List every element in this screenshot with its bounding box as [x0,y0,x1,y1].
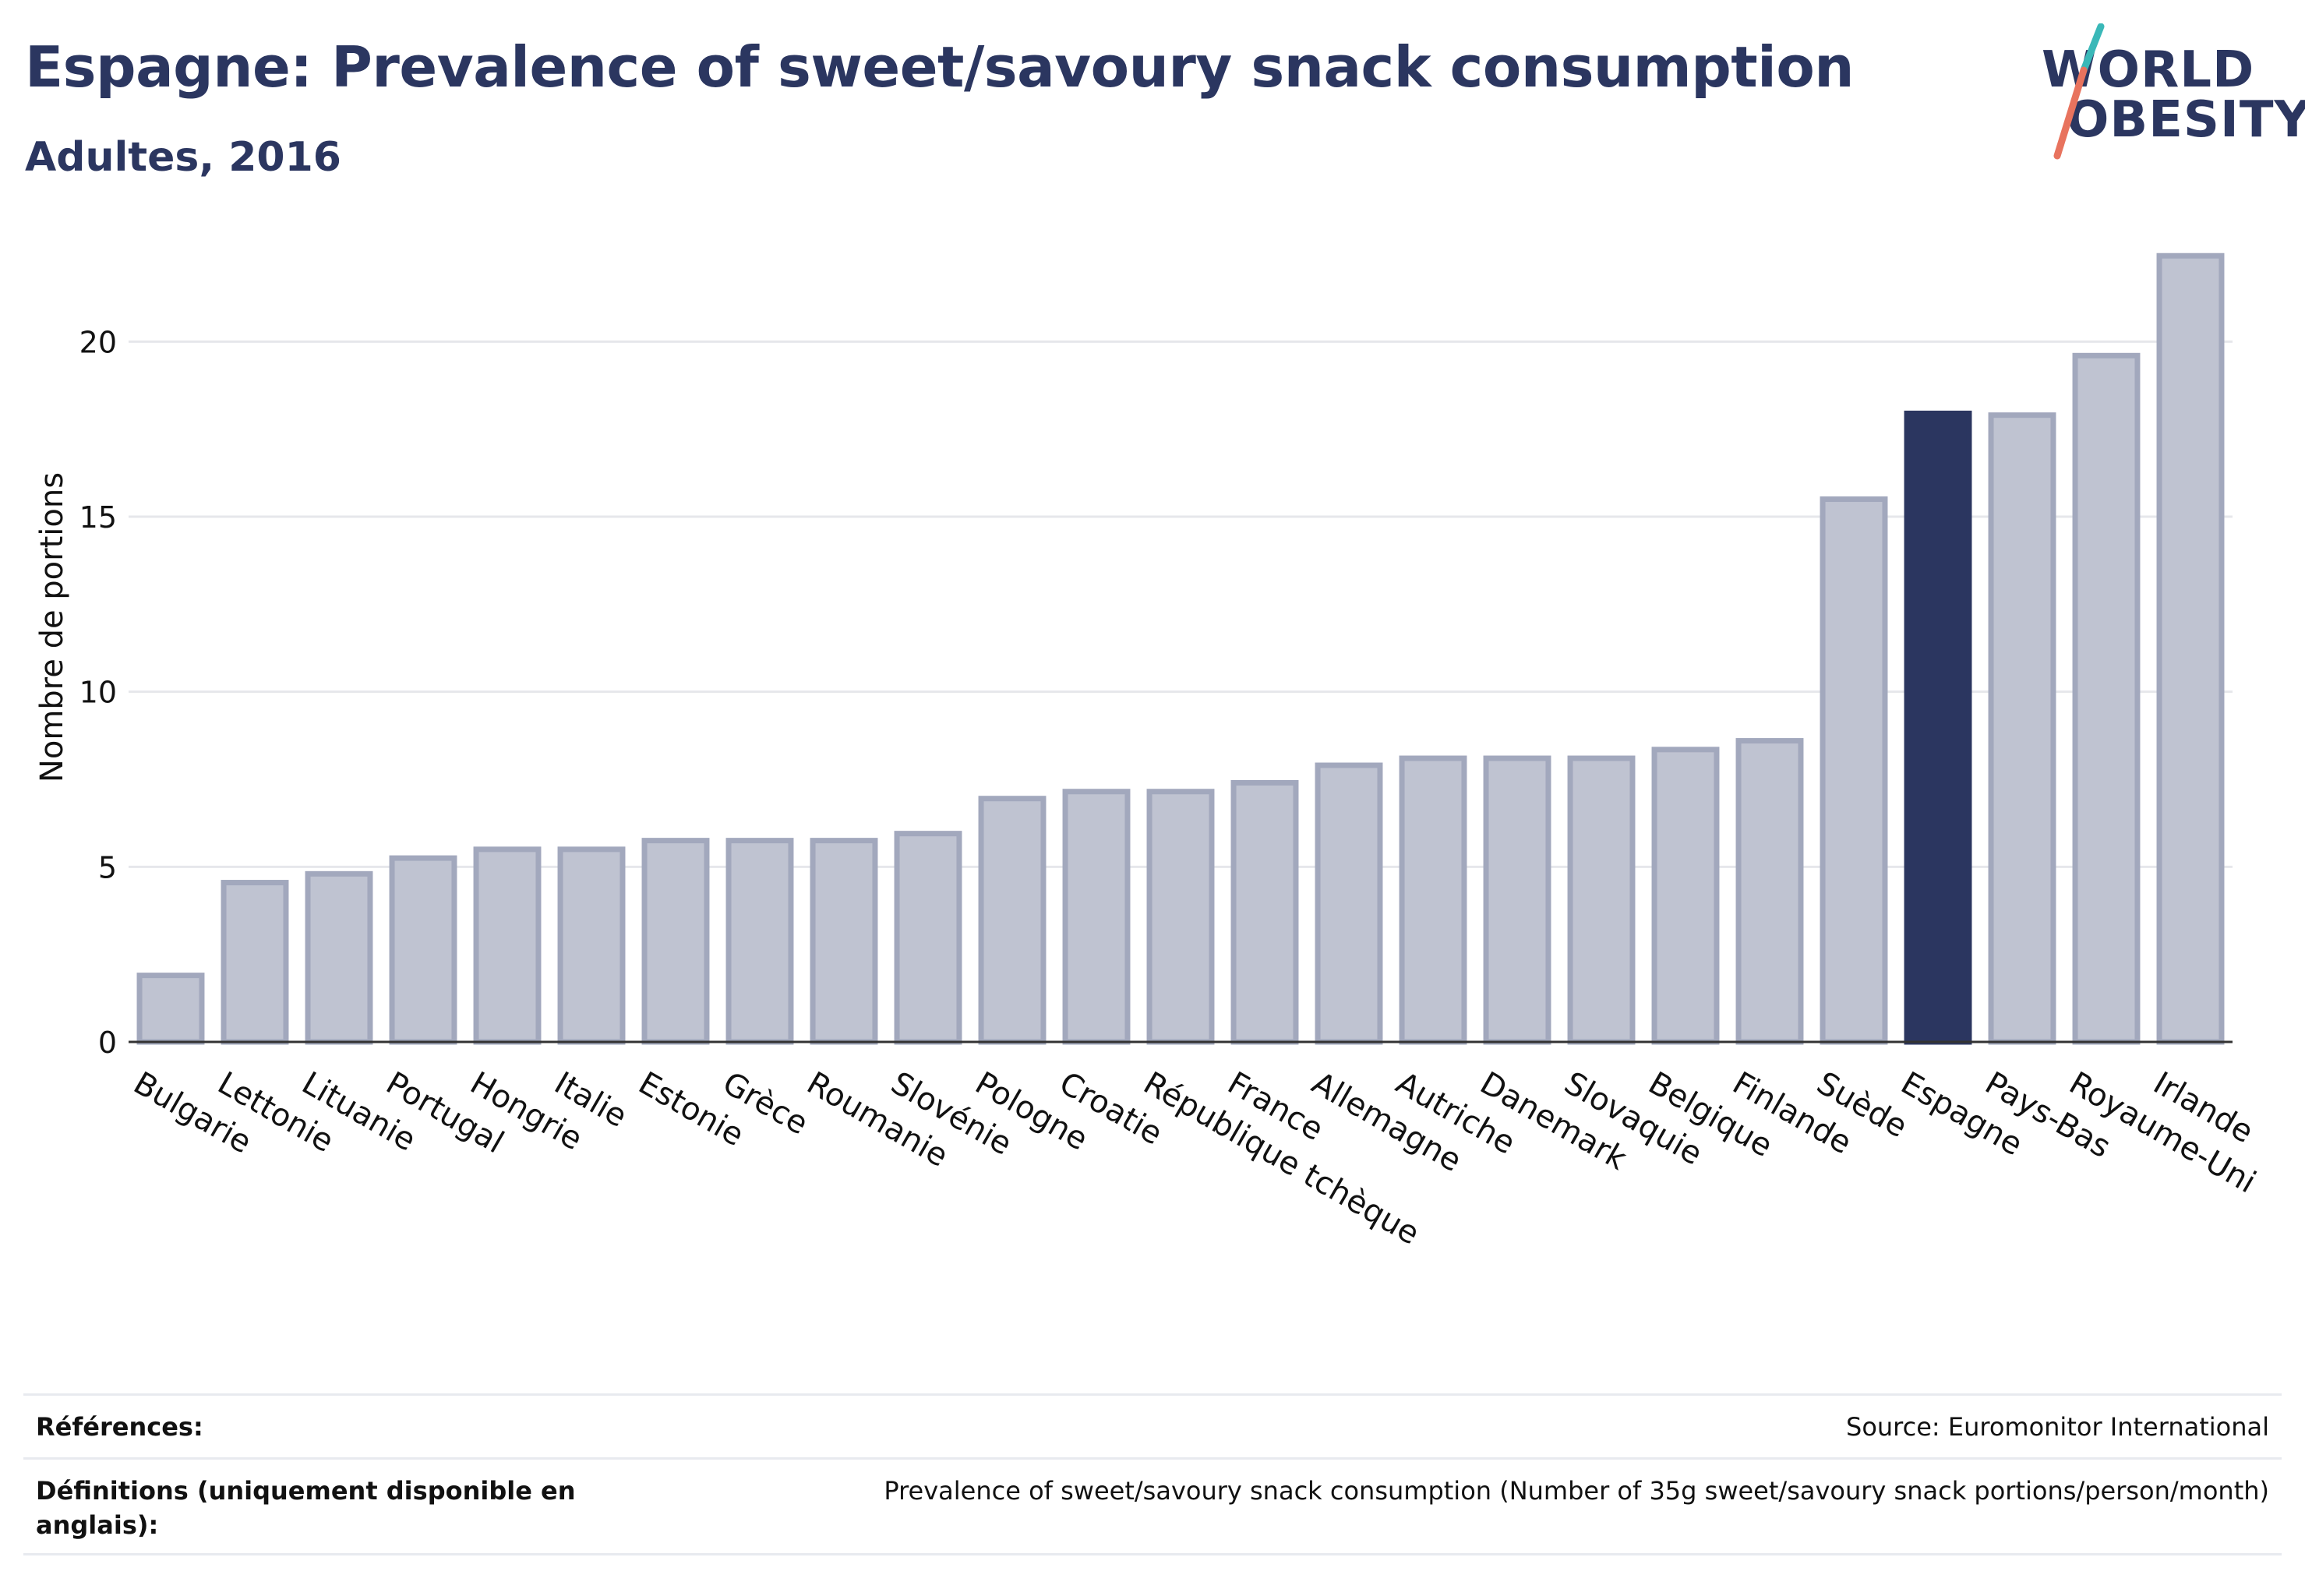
bar-slov-nie [894,831,962,1045]
bar-lituanie [305,870,373,1045]
bars [136,252,2225,1045]
y-tick-label: 10 [79,676,117,710]
bar-irlande [2156,252,2225,1045]
y-axis-label: Nombre de portions [34,472,70,782]
bar-croatie [1062,789,1131,1045]
bar-royaume-uni [2072,352,2141,1045]
definitions-row: Définitions (uniquement disponible en an… [23,1457,2282,1555]
bar-hongrie [473,846,542,1045]
y-tick-label: 0 [98,1026,117,1060]
bar-finlande [1735,738,1804,1045]
references-row: Références: Source: Euromonitor Internat… [23,1393,2282,1457]
bar-autriche [1399,755,1467,1045]
bar-slovaquie [1567,755,1636,1045]
bar-estonie [641,838,710,1045]
references-label: Références: [36,1412,203,1442]
bar-allemagne [1315,762,1383,1045]
y-tick-label: 5 [98,850,117,885]
world-obesity-logo: WORLD OBESITY [2034,23,2305,164]
bar-espagne [1904,410,1972,1045]
references-value: Source: Euromonitor International [1846,1412,2269,1442]
y-tick-labels: 0 5 10 15 20 [79,325,117,1060]
bar-belgique [1651,747,1720,1045]
bar-su-de [1820,496,1888,1045]
definitions-label: Définitions (uniquement disponible en an… [36,1476,576,1540]
bar-danemark [1483,755,1551,1045]
bar-lettonie [221,880,289,1045]
chart-subtitle: Adultes, 2016 [25,134,341,181]
logo-slash-icon [2053,23,2105,160]
definitions-value: Prevalence of sweet/savoury snack consum… [884,1476,2269,1506]
bar-pays-bas [1988,412,2056,1045]
bar-roumanie [810,838,878,1045]
bar-italie [557,846,626,1045]
bar-portugal [389,855,457,1045]
bar-bulgarie [136,973,205,1045]
chart-title: Espagne: Prevalence of sweet/savoury sna… [25,34,1855,100]
y-tick-label: 20 [79,325,117,359]
bar-pologne [978,796,1047,1045]
references-table: Références: Source: Euromonitor Internat… [23,1393,2282,1555]
logo-word-obesity: OBESITY [2067,91,2305,149]
y-tick-label: 15 [79,500,117,535]
x-tick-labels: BulgarieLettonieLituaniePortugalHongrieI… [128,1065,2262,1252]
bar-gr-ce [725,838,794,1045]
bar-r-publique-tch-que [1146,789,1215,1045]
bar-france [1230,779,1299,1045]
bar-chart: 0 5 10 15 20 BulgarieLettonieLituaniePortuga… [34,252,2262,1252]
